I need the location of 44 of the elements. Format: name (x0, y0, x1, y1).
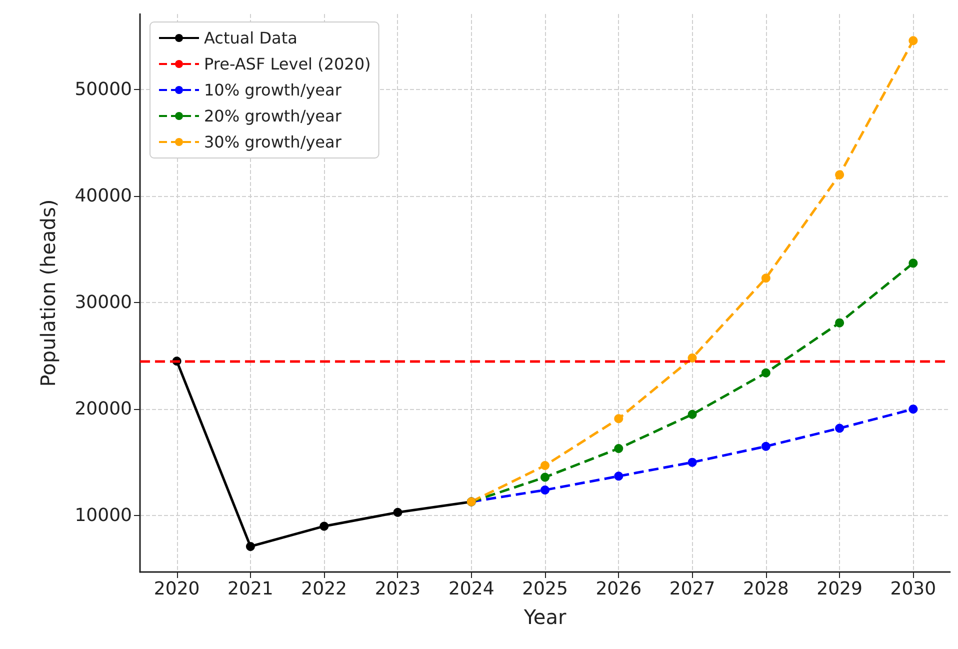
x-tick-label: 2024 (448, 578, 494, 600)
y-tick-label: 20000 (74, 398, 132, 420)
x-tick-label: 2021 (228, 578, 274, 600)
y-tick-label: 40000 (74, 186, 132, 207)
x-tick-label: 2027 (669, 578, 716, 600)
point (908, 404, 918, 414)
x-tick-label: 2023 (374, 578, 421, 600)
x-tick-label: 2028 (743, 578, 789, 600)
legend-label: Pre-ASF Level (2020) (204, 54, 371, 74)
point (393, 508, 402, 517)
x-tick-label: 2020 (154, 578, 200, 600)
x-tick-label: 2025 (522, 578, 568, 600)
point (761, 368, 770, 378)
legend-label: 20% growth/year (204, 106, 342, 126)
point (688, 410, 697, 419)
point (688, 353, 697, 362)
point (540, 461, 550, 470)
point (320, 522, 329, 531)
point (246, 542, 255, 551)
point (761, 442, 770, 451)
y-tick-label: 30000 (74, 292, 132, 314)
point (614, 414, 624, 424)
y-tick-label: 50000 (74, 79, 132, 100)
point (688, 458, 697, 467)
point (908, 36, 918, 46)
x-tick-label: 2030 (890, 578, 936, 600)
point (908, 258, 918, 268)
point (761, 274, 770, 283)
y-tick-label: 10000 (74, 505, 132, 526)
x-axis-title: Year (522, 605, 567, 629)
x-tick-label: 2026 (596, 578, 642, 600)
point (835, 318, 844, 328)
point (540, 472, 550, 482)
legend-label: 10% growth/year (204, 80, 342, 100)
legend-label: Actual Data (204, 28, 298, 48)
point (835, 170, 844, 180)
x-tick-label: 2029 (816, 578, 862, 600)
x-tick-label: 2022 (301, 578, 347, 600)
legend-label: 30% growth/year (204, 132, 342, 152)
y-axis-title: Population (heads) (36, 199, 60, 387)
point (614, 472, 624, 481)
point (540, 486, 550, 494)
point (614, 444, 624, 453)
point (835, 424, 844, 433)
